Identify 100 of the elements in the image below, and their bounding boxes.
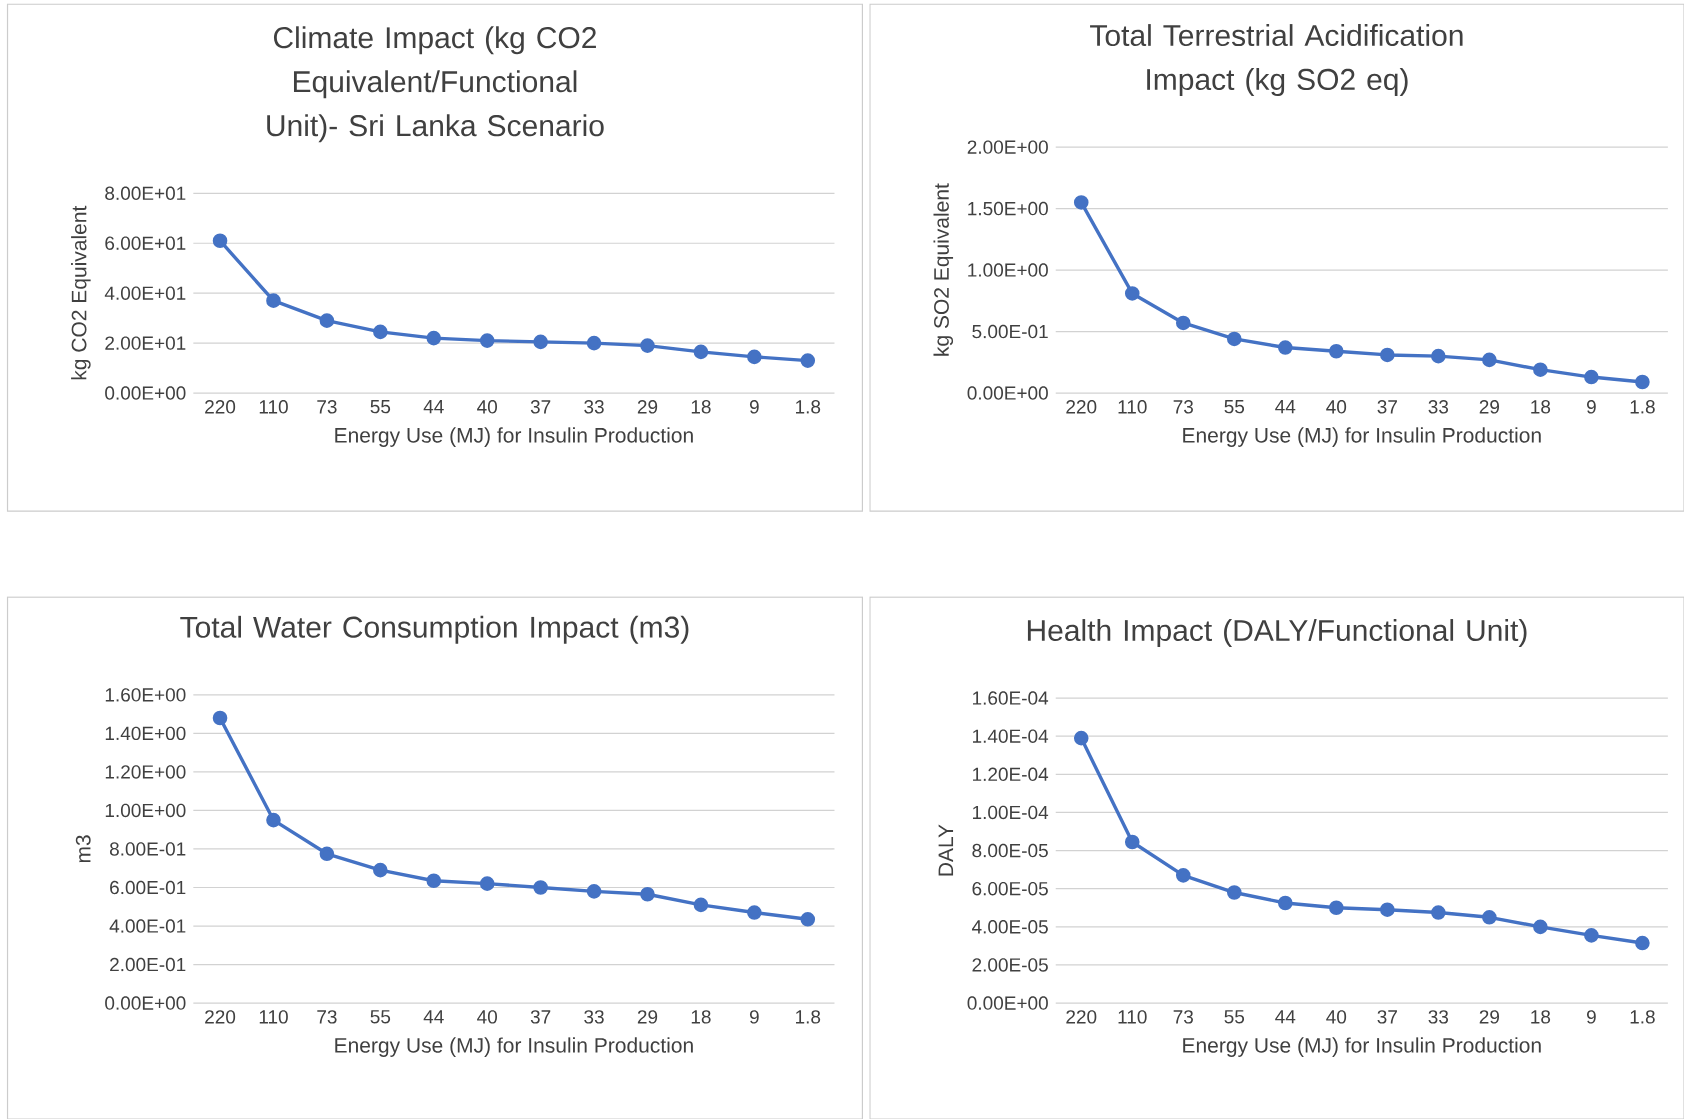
x-tick-label: 40 (477, 400, 498, 414)
point (1584, 928, 1599, 943)
point (266, 293, 281, 308)
point (1226, 331, 1242, 347)
point (1431, 348, 1446, 364)
point (1073, 195, 1089, 210)
x-tick-label: 44 (1275, 400, 1296, 414)
y-tick-label: 0.00E+00 (967, 386, 1048, 400)
x-tick-label: 29 (1479, 1010, 1500, 1024)
y-tick-label: 2.00E-05 (972, 958, 1048, 972)
x-tick-label: 29 (637, 400, 658, 414)
point (1380, 347, 1395, 363)
x-tick-label: 29 (1479, 400, 1500, 414)
x-tick-label: 40 (1326, 400, 1347, 414)
x-tick-label: 110 (1118, 400, 1147, 414)
y-tick-label: 2.00E-01 (110, 957, 186, 972)
point (586, 335, 602, 351)
y-axis-title: kg SO2 Equivalent (933, 183, 954, 356)
point (1482, 352, 1497, 368)
point (586, 884, 602, 899)
x-tick-label: 33 (584, 1010, 604, 1024)
point (693, 344, 709, 360)
y-tick-label: 1.20E-04 (973, 767, 1049, 782)
y-tick-label: 4.00E+01 (104, 286, 186, 300)
x-tick-label: 110 (259, 400, 288, 414)
y-tick-label: 2.00E+00 (967, 140, 1048, 154)
x-tick-label: 110 (259, 1010, 288, 1024)
x-axis-title: Energy Use (MJ) for Insulin Production (1183, 1037, 1541, 1057)
x-tick-label: 1.8 (1630, 400, 1655, 414)
x-tick-label: 33 (584, 400, 604, 414)
x-axis-title: Energy Use (MJ) for Insulin Production (1183, 427, 1541, 447)
point (1278, 895, 1293, 911)
x-tick-label: 9 (1586, 400, 1596, 414)
point (373, 862, 388, 878)
x-tick-label: 9 (749, 1010, 759, 1024)
point (266, 812, 281, 828)
point (479, 333, 495, 348)
y-tick-label: 0.00E+00 (105, 996, 186, 1010)
point (640, 886, 655, 902)
chart-title: Health Impact (DALY/Functional Unit) (1027, 619, 1527, 647)
point (747, 905, 762, 920)
point (1124, 286, 1140, 301)
x-tick-label: 73 (1173, 1010, 1193, 1024)
x-tick-label: 18 (1531, 400, 1551, 414)
point (800, 353, 816, 368)
point (1175, 868, 1191, 883)
x-tick-label: 220 (1066, 1010, 1097, 1024)
x-tick-label: 18 (691, 400, 711, 414)
y-tick-label: 5.00E-01 (972, 324, 1048, 339)
y-axis-title: m3 (75, 835, 91, 863)
y-tick-label: 1.50E+00 (968, 201, 1048, 216)
x-tick-label: 73 (317, 400, 337, 414)
y-tick-label: 8.00E-01 (109, 842, 186, 856)
point (1533, 362, 1548, 377)
x-tick-label: 1.8 (796, 1010, 821, 1024)
point (1175, 315, 1191, 331)
point (479, 876, 495, 891)
x-tick-label: 18 (691, 1010, 711, 1024)
y-tick-label: 2.00E+01 (105, 336, 186, 350)
y-tick-label: 1.40E-04 (973, 729, 1049, 743)
point (693, 897, 709, 913)
y-tick-label: 8.00E-05 (972, 843, 1048, 858)
x-tick-label: 40 (477, 1010, 498, 1024)
x-tick-label: 55 (370, 1010, 391, 1024)
x-tick-label: 44 (423, 1010, 444, 1024)
chart-title: Climate Impact (kg CO2 Equivalent/Functional Unit)- Sri Lanka Scenario (267, 26, 604, 143)
x-tick-label: 220 (205, 1010, 236, 1024)
y-axis-title: DALY (938, 824, 954, 876)
y-tick-label: 1.00E-04 (973, 805, 1049, 820)
point (747, 349, 762, 365)
x-tick-label: 220 (1066, 400, 1097, 414)
point (1533, 919, 1548, 935)
point (373, 324, 388, 340)
y-tick-label: 1.40E+00 (105, 726, 186, 741)
y-tick-label: 6.00E-01 (110, 880, 186, 895)
y-tick-label: 1.60E+00 (105, 688, 186, 702)
y-tick-label: 0.00E+00 (967, 996, 1048, 1010)
x-tick-label: 18 (1531, 1010, 1551, 1024)
point (1073, 730, 1089, 746)
point (1584, 369, 1599, 385)
point (212, 233, 228, 248)
x-tick-label: 37 (1377, 1010, 1397, 1024)
x-axis-title: Energy Use (MJ) for Insulin Production (335, 1037, 693, 1057)
x-tick-label: 220 (205, 400, 236, 414)
point (1431, 905, 1446, 920)
x-tick-label: 37 (1377, 400, 1397, 414)
x-tick-label: 110 (1118, 1010, 1147, 1024)
x-tick-label: 9 (749, 400, 759, 414)
point (1635, 374, 1650, 390)
y-tick-label: 0.00E+00 (105, 386, 186, 400)
point (212, 710, 228, 726)
y-tick-label: 1.60E-04 (973, 691, 1049, 705)
point (1329, 900, 1344, 916)
x-tick-label: 1.8 (796, 400, 821, 414)
x-tick-label: 73 (317, 1010, 337, 1024)
point (640, 338, 655, 353)
x-tick-label: 33 (1428, 400, 1449, 414)
y-tick-label: 4.00E-01 (109, 919, 186, 933)
y-tick-label: 1.00E+00 (968, 263, 1048, 277)
y-axis-title: kg CO2 Equivalent (71, 205, 91, 380)
